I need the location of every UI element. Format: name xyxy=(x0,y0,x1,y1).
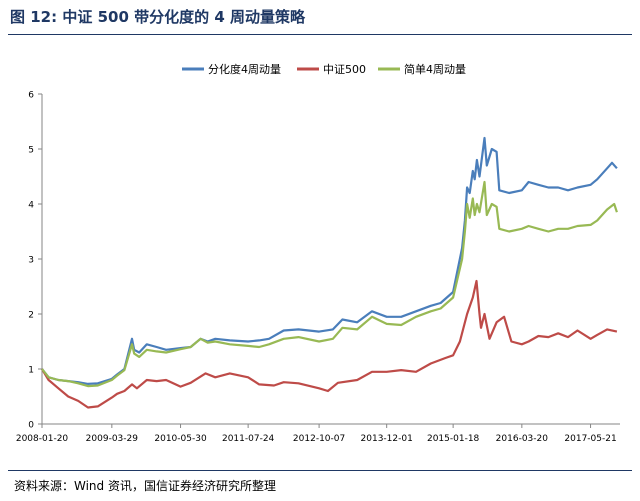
title-divider xyxy=(8,34,632,35)
figure-title: 图 12: 中证 500 带分化度的 4 周动量策略 xyxy=(10,6,305,27)
series-line-2 xyxy=(41,279,618,409)
x-axis: 2008-01-20 2009-03-29 2010-05-30 2011-07-24… xyxy=(16,423,620,444)
x-tick-label: 2015-01-18 xyxy=(427,434,480,444)
figure-label: 图 12: xyxy=(10,8,58,26)
series-line-1 xyxy=(41,136,618,385)
y-axis: 0 1 2 3 4 5 6 xyxy=(28,91,43,431)
series-group xyxy=(41,136,618,409)
source-note: 资料来源：Wind 资讯，国信证券经济研究所整理 xyxy=(14,479,276,493)
y-tick-label: 0 xyxy=(28,421,34,431)
legend: 分化度4周动量 中证500 简单4周动量 xyxy=(182,62,466,76)
y-tick-label: 5 xyxy=(28,146,34,156)
x-tick-label: 2013-12-01 xyxy=(361,434,413,444)
y-tick-label: 1 xyxy=(28,366,34,376)
figure-title-text: 中证 500 带分化度的 4 周动量策略 xyxy=(62,8,305,26)
x-tick-label: 2012-10-07 xyxy=(293,434,345,444)
y-tick-label: 4 xyxy=(28,201,34,211)
y-tick-label: 6 xyxy=(28,91,34,101)
legend-label: 中证500 xyxy=(323,63,366,76)
legend-label: 分化度4周动量 xyxy=(208,62,281,76)
x-tick-label: 2017-05-21 xyxy=(564,434,616,444)
y-tick-label: 3 xyxy=(28,256,34,266)
x-tick-label: 2010-05-30 xyxy=(154,434,207,444)
x-tick-label: 2009-03-29 xyxy=(86,434,139,444)
x-tick-label: 2011-07-24 xyxy=(222,434,275,444)
y-tick-label: 2 xyxy=(28,311,34,321)
x-tick-label: 2008-01-20 xyxy=(16,434,69,444)
series-line-3 xyxy=(41,180,618,388)
source-divider xyxy=(8,470,632,471)
legend-label: 简单4周动量 xyxy=(404,62,466,76)
x-tick-label: 2016-03-20 xyxy=(496,434,549,444)
